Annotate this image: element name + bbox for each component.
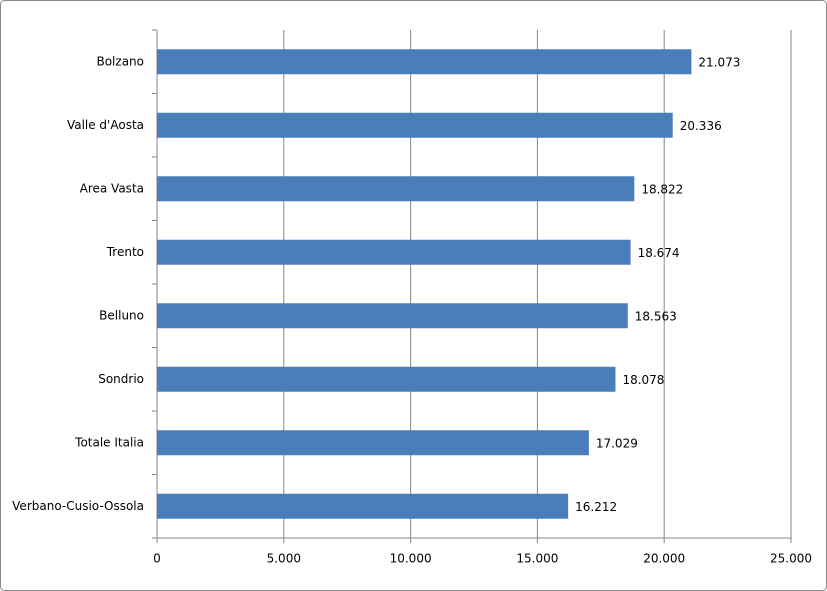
data-label: 18.563 <box>635 309 677 323</box>
x-tick-label: 5.000 <box>267 552 301 566</box>
data-label: 18.674 <box>638 246 680 260</box>
y-tick-label: Belluno <box>99 308 144 322</box>
data-label: 18.078 <box>622 373 664 387</box>
x-tick-label: 20.000 <box>643 552 685 566</box>
x-tick-label: 10.000 <box>390 552 432 566</box>
data-label: 20.336 <box>680 119 722 133</box>
x-tick-label: 15.000 <box>516 552 558 566</box>
data-label: 21.073 <box>698 55 740 69</box>
y-tick-label: Verbano-Cusio-Ossola <box>12 499 144 513</box>
y-tick-label: Totale Italia <box>74 435 144 449</box>
bar <box>157 430 589 456</box>
y-tick-label: Valle d'Aosta <box>67 118 144 132</box>
y-tick-label: Area Vasta <box>80 181 144 195</box>
bar <box>157 176 635 202</box>
bar <box>157 239 631 265</box>
bar <box>157 493 569 519</box>
data-label: 18.822 <box>641 182 683 196</box>
data-label: 17.029 <box>596 436 638 450</box>
y-tick-label: Trento <box>106 245 144 259</box>
bar <box>157 49 692 75</box>
bar <box>157 303 628 329</box>
data-label: 16.212 <box>575 500 617 514</box>
y-tick-label: Sondrio <box>98 372 144 386</box>
y-tick-label: Bolzano <box>96 54 144 68</box>
x-tick-label: 0 <box>153 552 161 566</box>
bar <box>157 366 616 392</box>
bar <box>157 112 673 138</box>
x-tick-label: 25.000 <box>770 552 812 566</box>
